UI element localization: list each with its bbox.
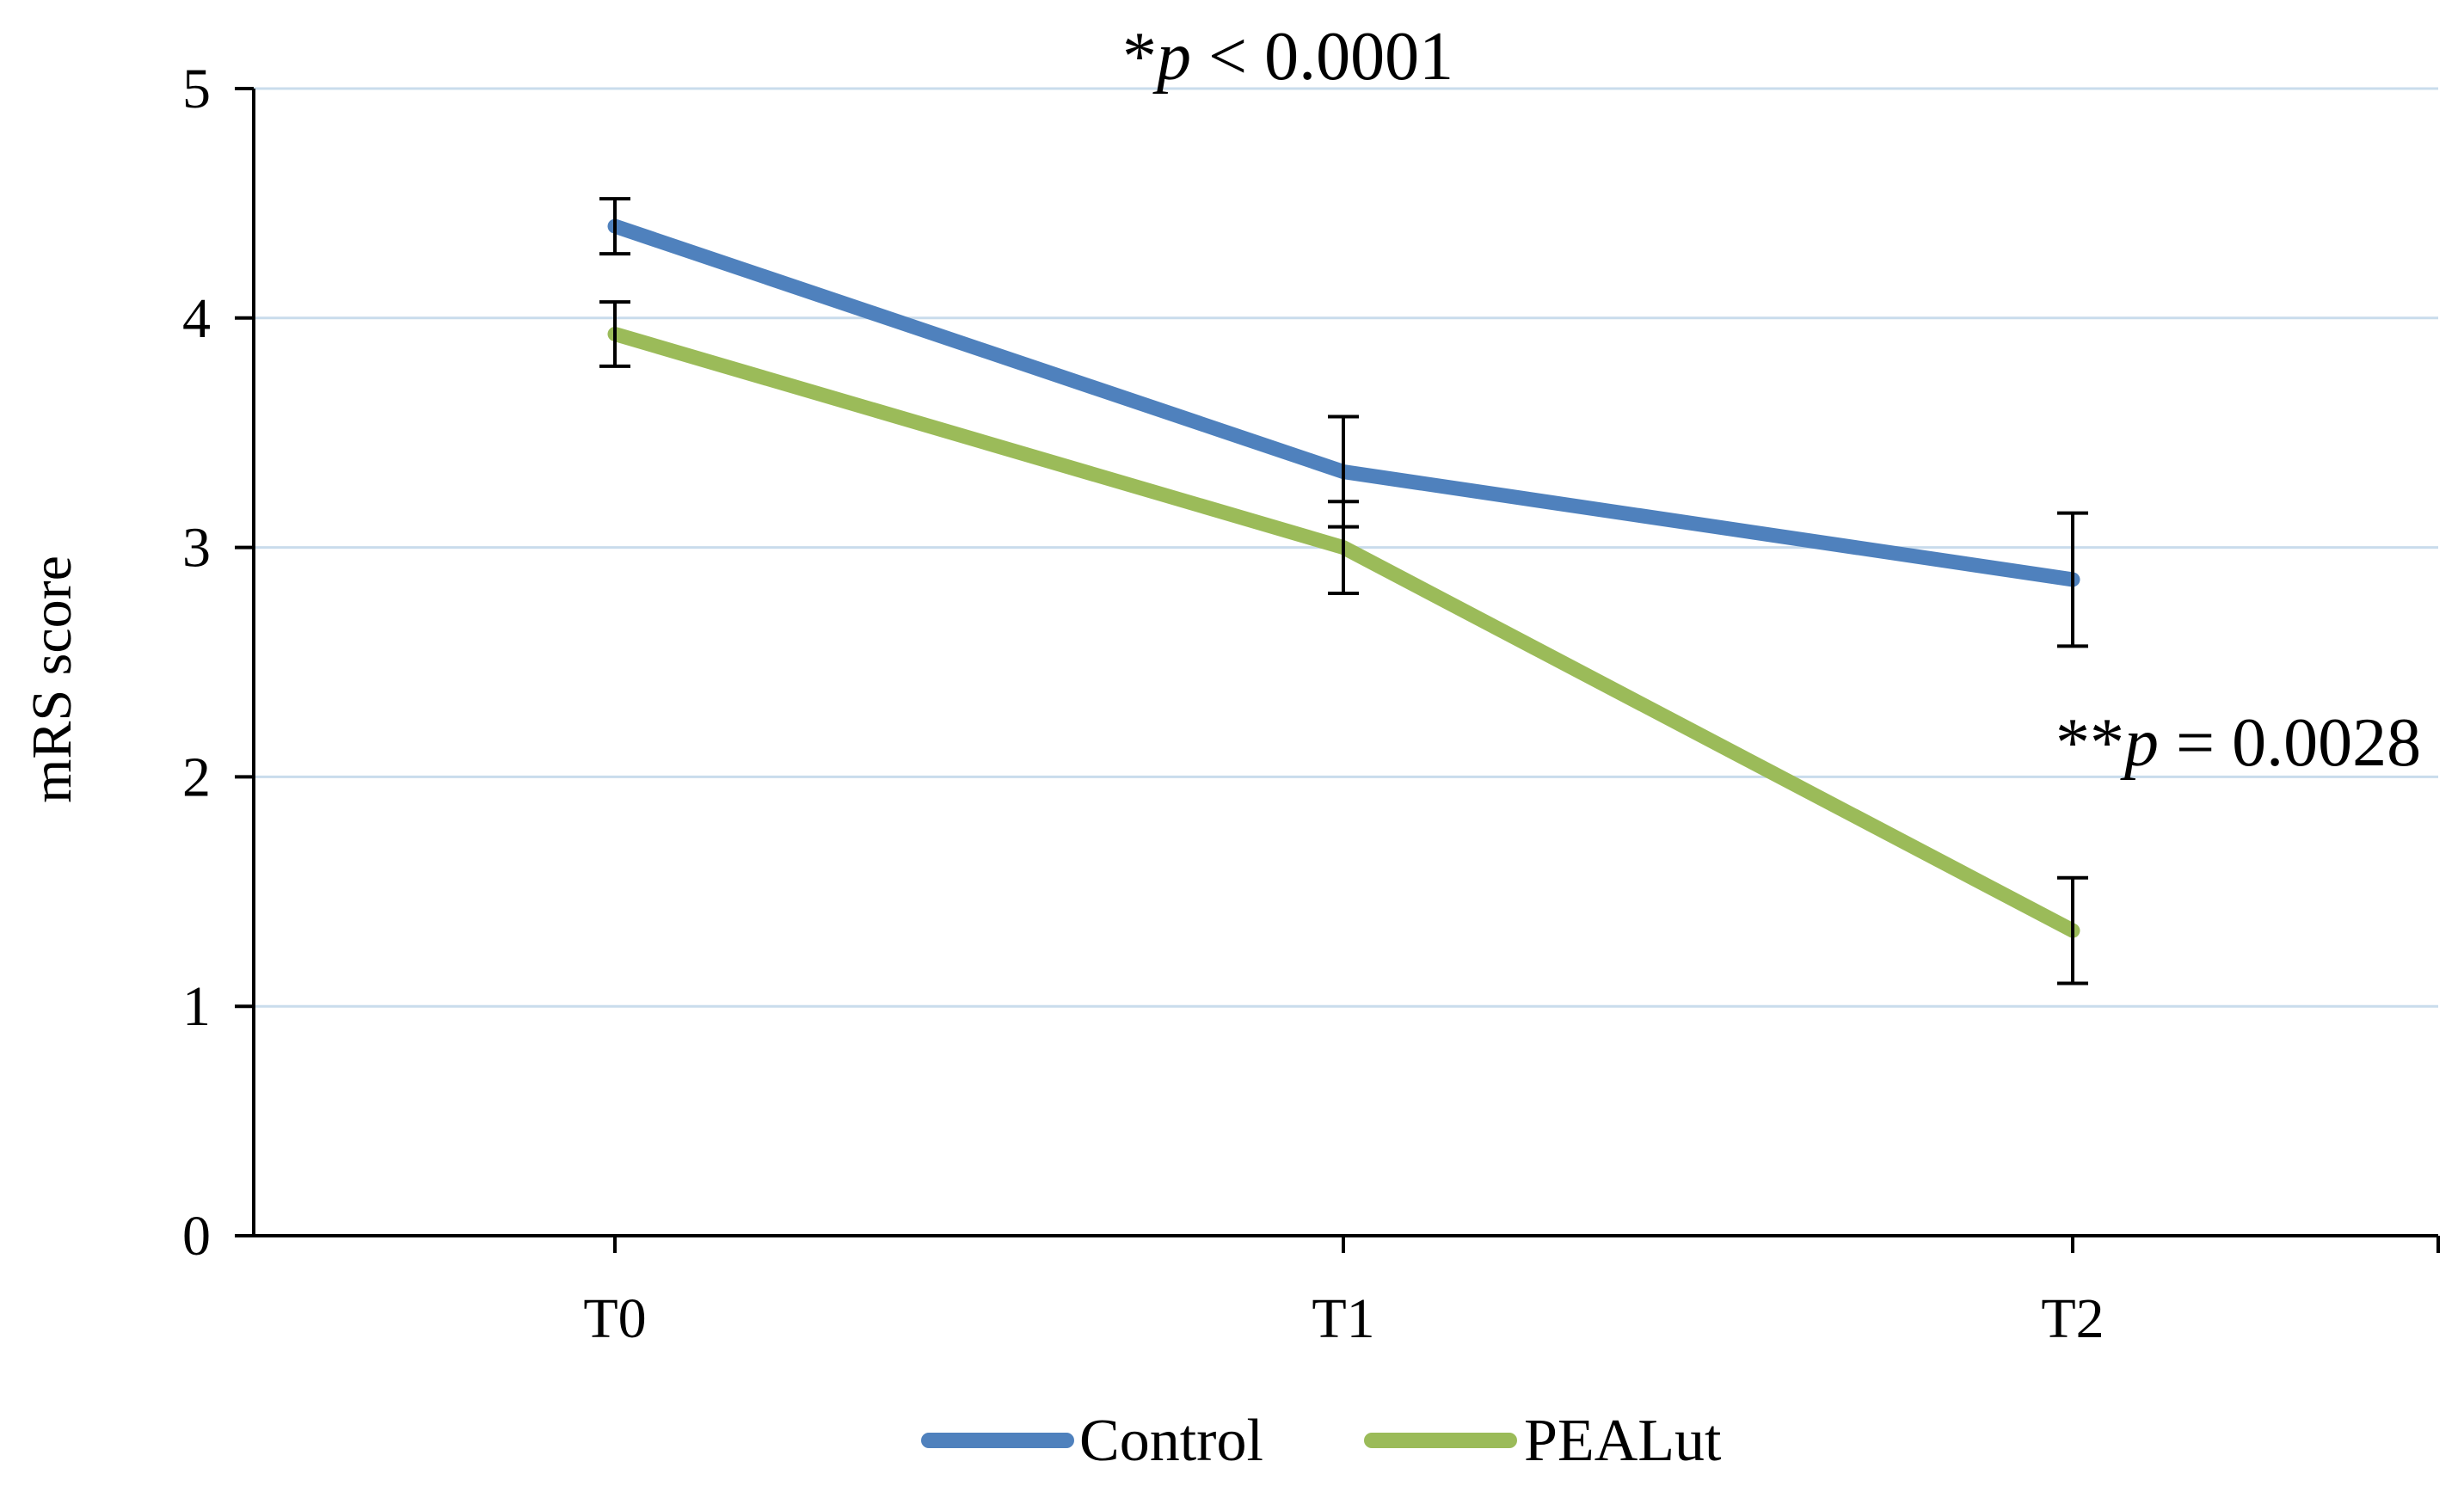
y-tick-label-2: 2 bbox=[182, 746, 211, 808]
error-bar-pealut-t0 bbox=[599, 300, 630, 368]
y-tick-label-0: 0 bbox=[182, 1205, 211, 1268]
error-bar-pealut-t2 bbox=[2057, 875, 2088, 985]
error-bars bbox=[599, 197, 2088, 985]
annotation-p-top: *p < 0.0001 bbox=[1122, 19, 1453, 95]
annotation-p-right: **p = 0.0028 bbox=[2055, 705, 2421, 781]
y-tick-label-5: 5 bbox=[182, 58, 211, 120]
annotation-p-right-prefix: ** bbox=[2055, 705, 2124, 781]
x-tick-label-t2: T2 bbox=[2041, 1287, 2104, 1350]
x-tick-label-t0: T0 bbox=[583, 1287, 646, 1350]
y-tick-label-4: 4 bbox=[182, 287, 211, 350]
legend: Control PEALut bbox=[921, 1408, 1722, 1474]
annotation-p-top-value: < 0.0001 bbox=[1191, 19, 1453, 95]
error-bar-pealut-t1 bbox=[1328, 500, 1359, 595]
legend-label-pealut: PEALut bbox=[1524, 1408, 1722, 1474]
y-tick-label-1: 1 bbox=[182, 975, 211, 1038]
y-axis-title: mRS score bbox=[21, 556, 83, 803]
legend-label-control: Control bbox=[1079, 1408, 1263, 1474]
annotation-p-right-value: = 0.0028 bbox=[2159, 705, 2421, 781]
annotation-p-top-symbol: p bbox=[1152, 19, 1191, 95]
annotation-p-right-symbol: p bbox=[2120, 705, 2159, 781]
annotation-p-top-prefix: * bbox=[1122, 19, 1157, 95]
error-bar-control-t2 bbox=[2057, 511, 2088, 648]
axes: 0 1 2 3 4 5 T0 T1 T2 bbox=[182, 58, 2440, 1350]
error-bar-control-t0 bbox=[599, 197, 630, 256]
x-tick-label-t1: T1 bbox=[1312, 1287, 1374, 1350]
y-tick-label-3: 3 bbox=[182, 517, 211, 580]
